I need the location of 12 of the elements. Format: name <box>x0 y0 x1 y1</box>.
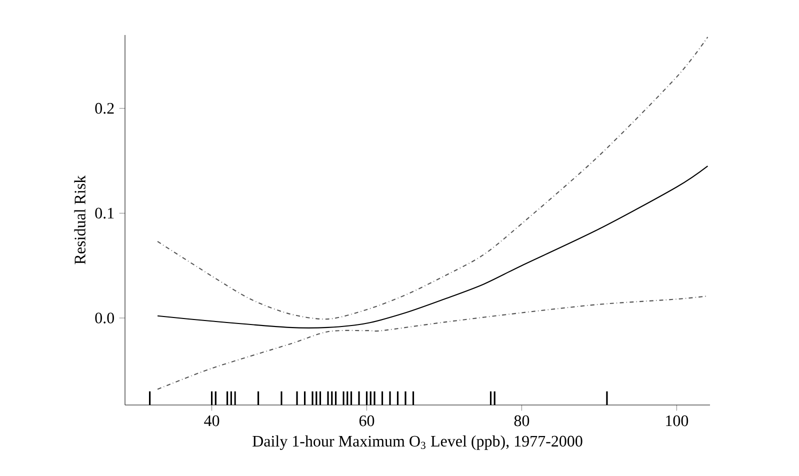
line-series <box>157 36 708 320</box>
x-tick-label: 60 <box>359 415 374 426</box>
y-axis-title: Residual Risk <box>74 175 86 264</box>
x-tick-label: 80 <box>514 415 530 426</box>
x-tick-label: 40 <box>204 415 220 426</box>
line-series <box>157 295 708 390</box>
y-tick-label: 0.2 <box>95 102 114 114</box>
x-tick-label: 100 <box>666 415 688 426</box>
x-axis-title: Daily 1-hour Maximum O$_{3}$ Level (ppb), 1977-2000 <box>252 435 582 450</box>
line-series <box>157 165 708 329</box>
y-tick-label: 0.0 <box>95 312 114 324</box>
y-tick-label: 0.1 <box>95 208 114 219</box>
